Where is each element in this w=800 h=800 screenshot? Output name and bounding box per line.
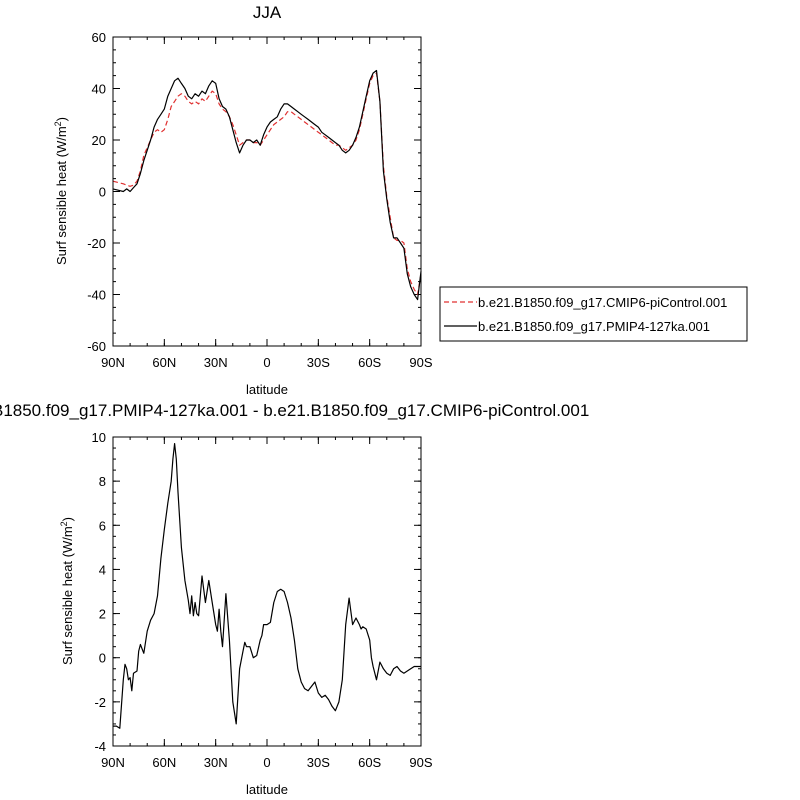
bottom-y-tick-label: 8 — [99, 474, 106, 489]
bottom-chart-title: b.e21.B1850.f09_g17.PMIP4-127ka.001 - b.… — [0, 401, 589, 420]
legend-box — [439, 286, 748, 342]
top-y-tick-label: 0 — [99, 185, 106, 200]
legend-entry-127ka: b.e21.B1850.f09_g17.PMIP4-127ka.001 — [478, 319, 710, 334]
bottom-plot-frame — [112, 436, 422, 747]
top-chart-title: JJA — [253, 3, 282, 22]
bottom-y-tick-label: 10 — [92, 430, 106, 445]
bottom-x-tick-label: 60N — [152, 755, 176, 770]
bottom-y-tick-label: -2 — [94, 695, 106, 710]
bottom-y-tick-label: 6 — [99, 518, 106, 533]
bottom-y-axis-label-text: Surf sensible heat (W/m — [60, 526, 75, 665]
bottom-ticks: 90N 60N 30N 0 30S 60S 90S 10 8 6 4 2 0 -2 -4 — [92, 430, 433, 770]
top-series-lines — [112, 69, 422, 301]
top-x-tick-label: 30N — [204, 355, 228, 370]
top-y-tick-label: -40 — [87, 288, 106, 303]
bottom-y-axis-label-sup: 2 — [59, 521, 69, 526]
bottom-y-tick-label: 4 — [99, 562, 106, 577]
top-y-tick-label: -60 — [87, 339, 106, 354]
top-ticks: 90N 60N 30N 0 30S 60S 90S 60 40 20 0 -20 -40 -60 — [87, 30, 433, 370]
bottom-x-tick-label: 30N — [204, 755, 228, 770]
top-x-tick-label: 60S — [358, 355, 381, 370]
bottom-y-tick-label: 0 — [99, 651, 106, 666]
top-x-tick-label: 60N — [152, 355, 176, 370]
bottom-series-lines — [113, 443, 421, 729]
top-y-axis-label-sup: 2 — [53, 121, 63, 126]
legend: b.e21.B1850.f09_g17.CMIP6-piControl.001 … — [439, 286, 748, 342]
top-x-tick-label: 30S — [307, 355, 330, 370]
legend-entry-control: b.e21.B1850.f09_g17.CMIP6-piControl.001 — [478, 295, 727, 310]
top-y-tick-label: 60 — [92, 30, 106, 45]
bottom-x-tick-label: 0 — [263, 755, 270, 770]
top-y-tick-label: 40 — [92, 82, 106, 97]
bottom-series-line-0 — [113, 443, 421, 729]
bottom-x-tick-label: 60S — [358, 755, 381, 770]
top-y-tick-label: -20 — [87, 236, 106, 251]
top-y-axis-label-close: ) — [54, 117, 69, 121]
bottom-x-tick-label: 90N — [101, 755, 125, 770]
top-x-tick-label: 90N — [101, 355, 125, 370]
top-y-axis-label-text: Surf sensible heat (W/m — [54, 126, 69, 265]
top-panel: JJA 90N 60N 30N 0 30S 60S 90S6040200-20-40-60 … — [53, 3, 433, 397]
top-series-line-1 — [112, 69, 422, 301]
bottom-y-tick-label: 2 — [99, 607, 106, 622]
top-y-axis-label: Surf sensible heat (W/m2) — [53, 117, 69, 265]
bottom-y-axis-label: Surf sensible heat (W/m2) — [59, 517, 75, 665]
bottom-y-tick-label: -4 — [94, 739, 106, 754]
top-plot-frame — [112, 36, 422, 347]
top-x-tick-label: 90S — [409, 355, 432, 370]
bottom-x-tick-label: 30S — [307, 755, 330, 770]
bottom-x-axis-label: latitude — [246, 782, 288, 797]
top-series-line-0 — [112, 72, 422, 296]
bottom-panel: b.e21.B1850.f09_g17.PMIP4-127ka.001 - b.… — [0, 401, 589, 797]
top-x-tick-label: 0 — [263, 355, 270, 370]
top-y-tick-label: 20 — [92, 133, 106, 148]
bottom-y-axis-label-close: ) — [60, 517, 75, 521]
top-x-axis-label: latitude — [246, 382, 288, 397]
bottom-x-tick-label: 90S — [409, 755, 432, 770]
